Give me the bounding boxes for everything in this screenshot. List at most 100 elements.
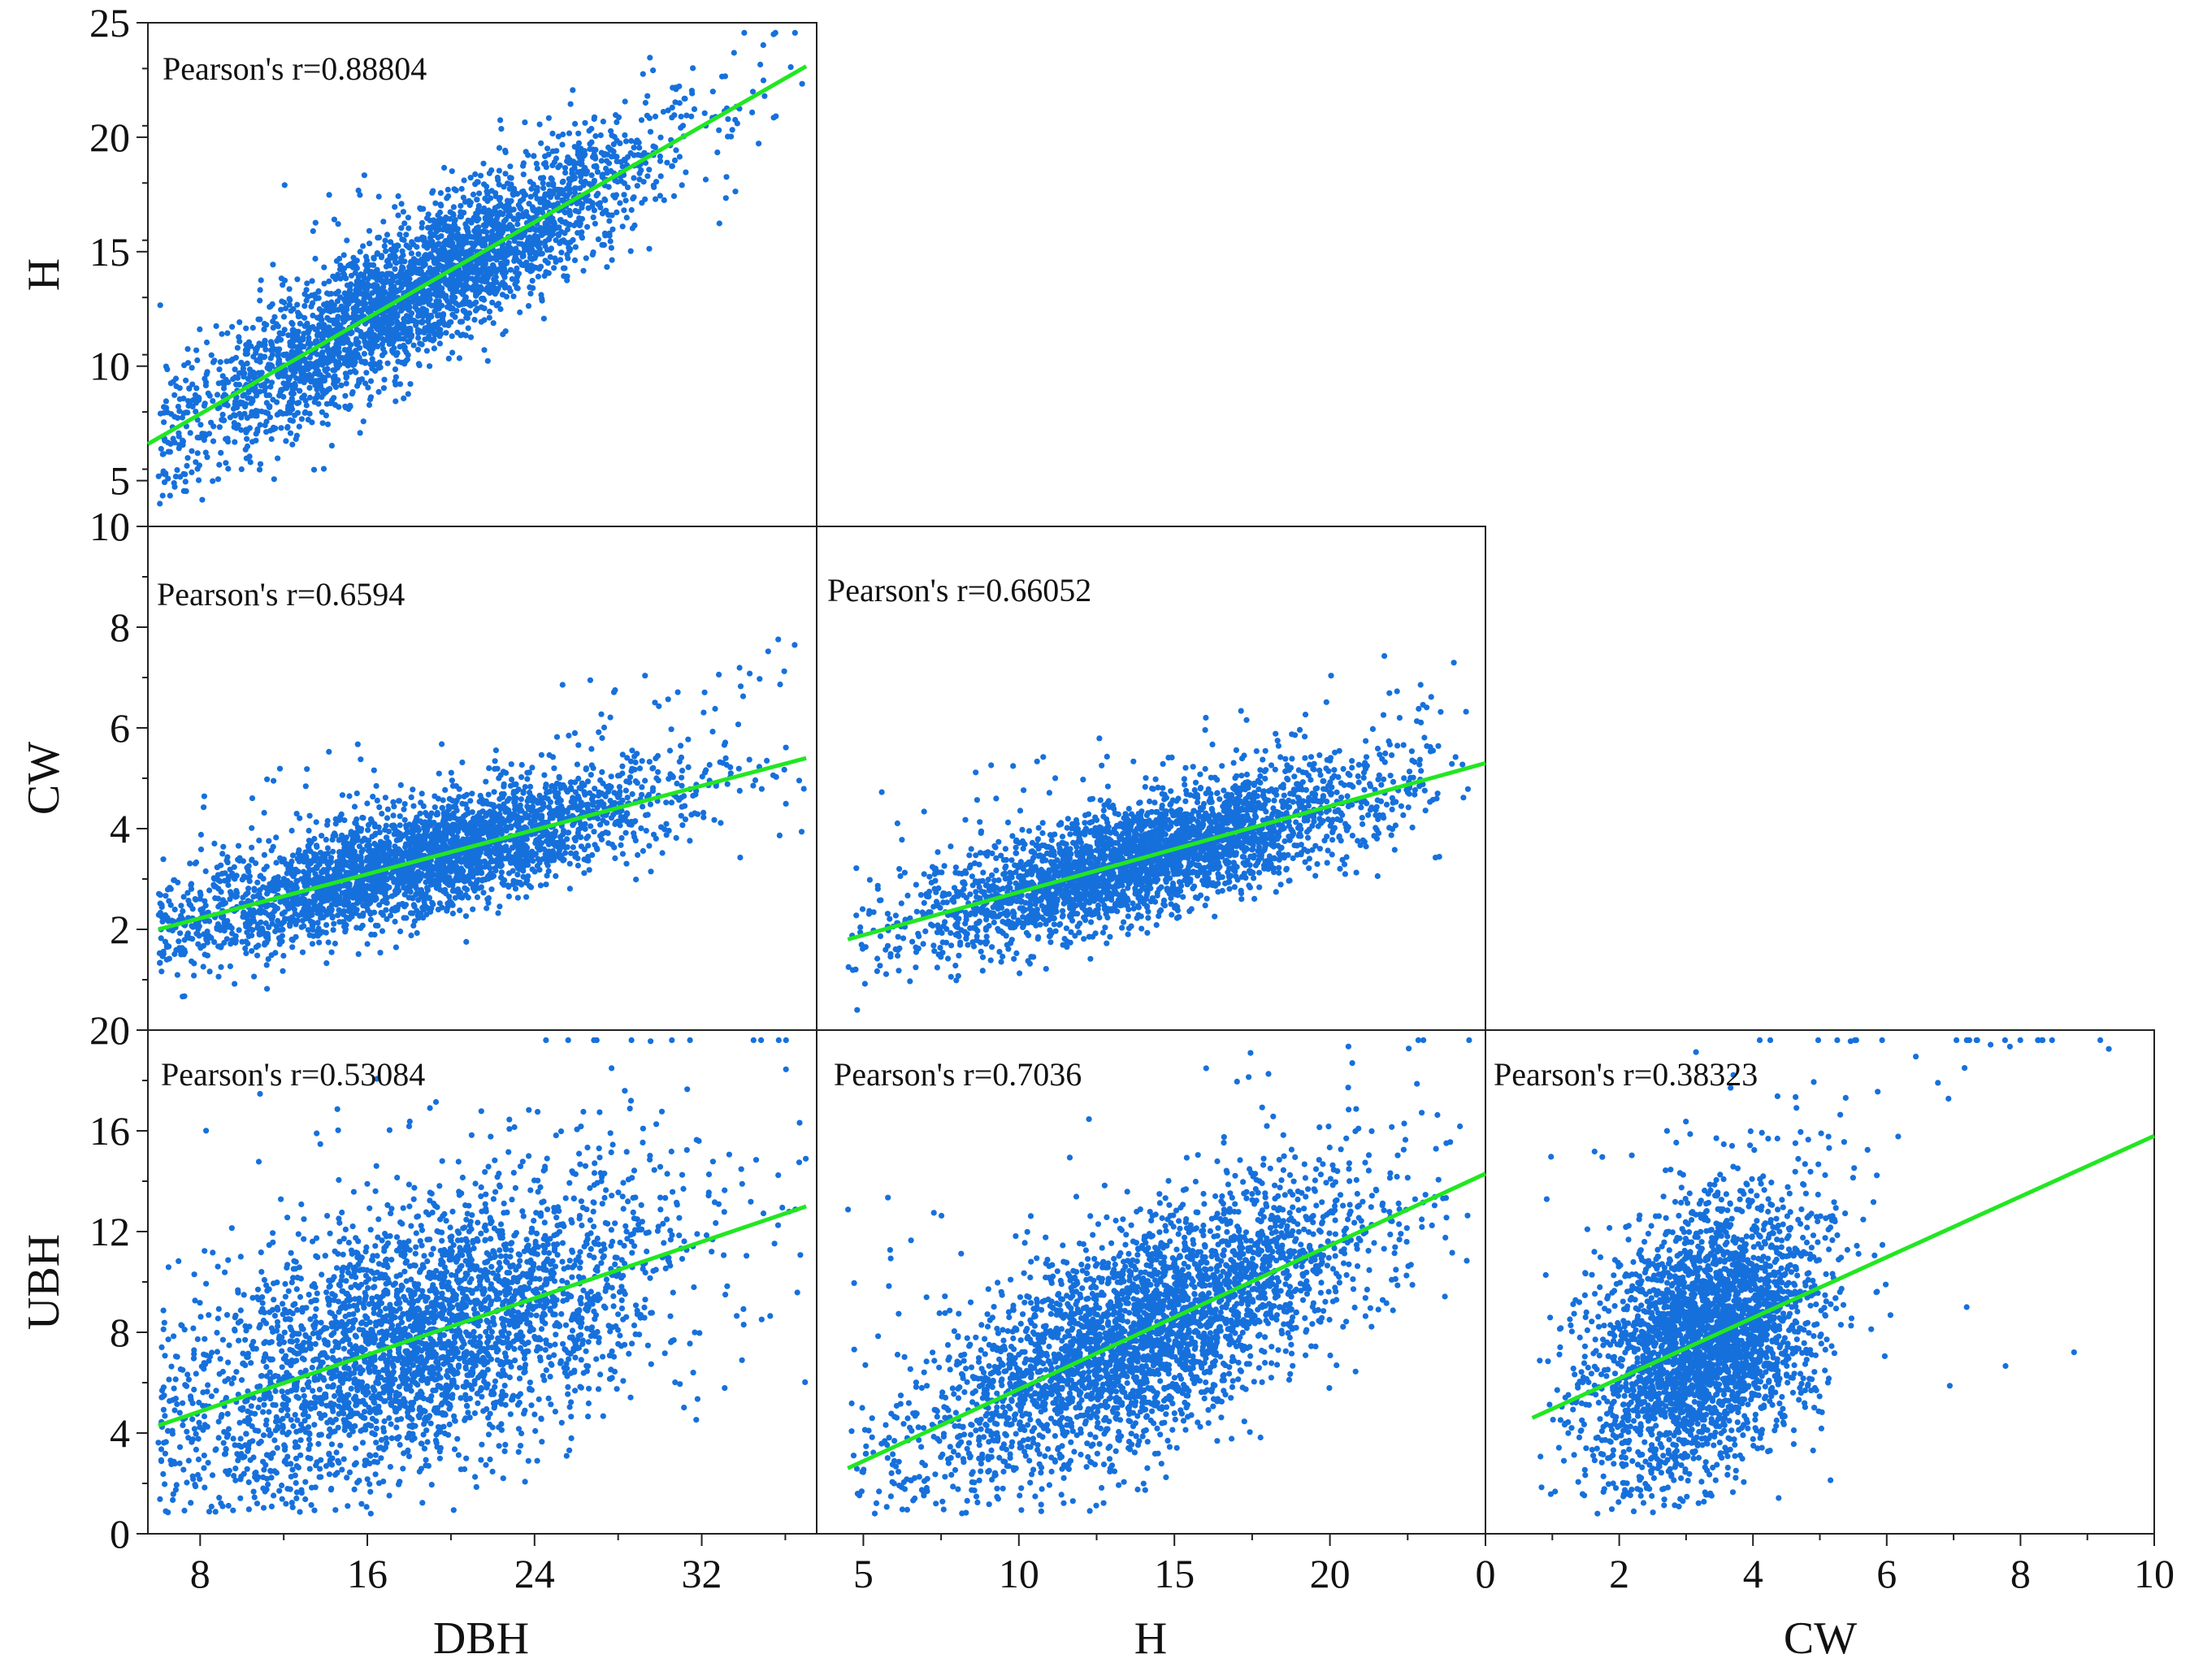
data-point — [288, 343, 294, 349]
data-point — [320, 420, 326, 426]
data-point — [414, 930, 420, 936]
data-point — [236, 319, 242, 325]
data-point — [429, 190, 435, 196]
data-point — [416, 361, 422, 366]
data-point — [473, 210, 479, 216]
data-point — [498, 261, 504, 266]
data-point — [592, 207, 597, 213]
data-point — [484, 905, 489, 911]
data-point — [234, 405, 240, 410]
data-point — [264, 962, 270, 968]
data-point — [310, 941, 315, 946]
data-point — [548, 247, 553, 253]
data-point — [653, 197, 658, 202]
data-point — [165, 439, 171, 445]
panel-dbh-h-points — [156, 30, 805, 507]
data-point — [534, 188, 540, 194]
data-point — [374, 783, 379, 789]
data-point — [211, 841, 217, 846]
data-point — [583, 765, 589, 771]
data-point — [605, 170, 610, 175]
data-point — [587, 141, 592, 147]
data-point — [628, 249, 634, 254]
data-point — [667, 747, 673, 753]
data-point — [389, 340, 395, 346]
data-point — [290, 336, 296, 342]
data-point — [215, 392, 220, 397]
data-point — [638, 825, 644, 831]
data-point — [388, 282, 394, 288]
data-point — [573, 851, 579, 856]
data-point — [315, 289, 321, 295]
data-point — [343, 275, 349, 281]
data-point — [539, 296, 544, 301]
data-point — [575, 230, 580, 236]
data-point — [196, 478, 202, 483]
data-point — [281, 314, 287, 319]
data-point — [189, 448, 194, 454]
data-point — [415, 330, 421, 336]
data-point — [604, 264, 609, 270]
data-point — [544, 145, 550, 151]
data-point — [432, 201, 438, 206]
data-point — [479, 319, 484, 325]
data-point — [392, 243, 397, 249]
data-point — [498, 126, 504, 132]
data-point — [421, 235, 427, 240]
data-point — [718, 760, 723, 765]
data-point — [474, 275, 479, 281]
data-point — [661, 109, 666, 115]
data-point — [216, 366, 222, 372]
data-point — [351, 310, 357, 316]
data-point — [506, 240, 512, 246]
data-point — [163, 398, 169, 404]
data-point — [235, 345, 241, 351]
data-point — [543, 881, 549, 887]
data-point — [283, 438, 288, 444]
data-point — [457, 786, 462, 792]
data-point — [583, 171, 589, 176]
data-point — [185, 398, 191, 404]
data-point — [398, 225, 404, 231]
data-point — [556, 224, 562, 230]
data-point — [447, 319, 453, 325]
data-point — [725, 782, 731, 787]
data-point — [353, 924, 359, 930]
data-point — [625, 795, 631, 800]
data-point — [184, 455, 190, 461]
data-point — [259, 370, 265, 375]
data-point — [670, 163, 675, 169]
data-point — [491, 209, 497, 214]
data-point — [426, 289, 431, 295]
data-point — [336, 256, 342, 262]
data-point — [588, 772, 594, 777]
data-point — [476, 191, 482, 197]
data-point — [601, 119, 606, 124]
data-point — [623, 830, 629, 836]
data-point — [446, 356, 452, 362]
data-point — [568, 102, 574, 107]
data-point — [401, 209, 406, 214]
data-point — [443, 890, 449, 896]
data-point — [510, 293, 516, 299]
data-point — [393, 274, 399, 279]
data-point — [452, 219, 458, 224]
data-point — [657, 135, 663, 141]
data-point — [598, 132, 604, 138]
data-point — [487, 309, 492, 314]
data-point — [717, 220, 722, 226]
data-point — [792, 30, 798, 36]
data-point — [679, 822, 685, 828]
data-point — [206, 391, 211, 396]
data-point — [641, 179, 647, 184]
data-point — [509, 777, 514, 782]
data-point — [232, 981, 237, 987]
data-point — [319, 409, 325, 415]
data-point — [335, 298, 340, 304]
data-point — [210, 439, 216, 444]
data-point — [254, 431, 259, 436]
data-point — [236, 843, 241, 849]
data-point — [294, 433, 300, 439]
data-point — [424, 348, 430, 353]
data-point — [167, 449, 173, 455]
